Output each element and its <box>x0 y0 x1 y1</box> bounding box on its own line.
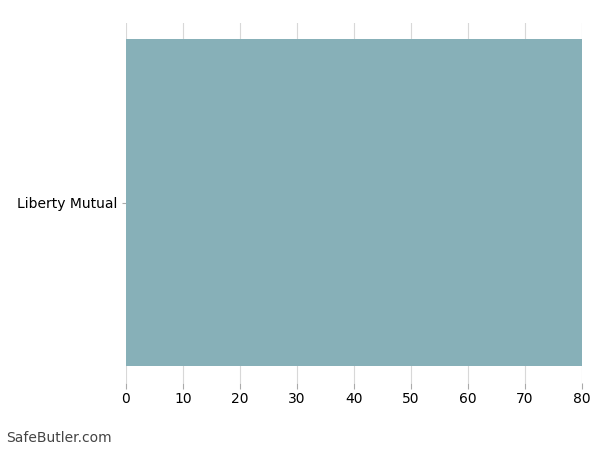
Text: SafeButler.com: SafeButler.com <box>6 432 112 446</box>
